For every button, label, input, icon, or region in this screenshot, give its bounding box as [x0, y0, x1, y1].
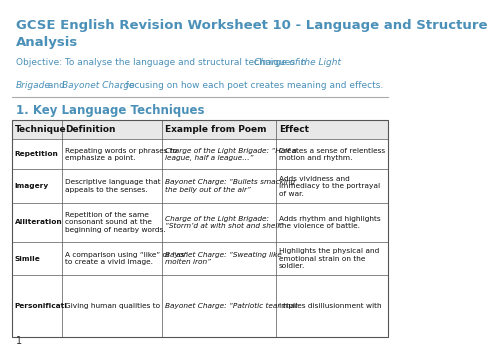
Text: Adds rhythm and highlights
the violence of battle.: Adds rhythm and highlights the violence …: [279, 216, 381, 229]
Text: Charge of the Light: Charge of the Light: [254, 58, 342, 67]
Text: Effect: Effect: [279, 125, 309, 134]
Text: Implies disillusionment with: Implies disillusionment with: [279, 303, 382, 309]
Text: Giving human qualities to: Giving human qualities to: [65, 303, 160, 309]
Text: Personificati: Personificati: [15, 303, 68, 309]
Text: Alliteration: Alliteration: [15, 220, 62, 225]
Text: Repetition of the same
consonant sound at the
beginning of nearby words.: Repetition of the same consonant sound a…: [65, 212, 166, 233]
Text: Charge of the Light Brigade:
“Storm’d at with shot and shell”: Charge of the Light Brigade: “Storm’d at…: [165, 216, 284, 229]
Text: Bayonet Charge: “Bullets smacking
the belly out of the air”: Bayonet Charge: “Bullets smacking the be…: [165, 179, 295, 193]
Text: Creates a sense of relentless
motion and rhythm.: Creates a sense of relentless motion and…: [279, 148, 386, 161]
Text: Definition: Definition: [65, 125, 116, 134]
Text: Bayonet Charge: “Patriotic tear that: Bayonet Charge: “Patriotic tear that: [165, 303, 298, 309]
Text: Highlights the physical and
emotional strain on the
soldier.: Highlights the physical and emotional st…: [279, 248, 380, 269]
Text: 1: 1: [16, 336, 22, 346]
Text: Technique: Technique: [15, 125, 66, 134]
Bar: [12, 120, 388, 337]
Text: Brigade: Brigade: [16, 81, 51, 90]
Text: Descriptive language that
appeals to the senses.: Descriptive language that appeals to the…: [65, 179, 160, 193]
Text: Simile: Simile: [15, 256, 40, 262]
Text: Bayonet Charge: Bayonet Charge: [62, 81, 134, 90]
Text: A comparison using “like” or “as”
to create a vivid image.: A comparison using “like” or “as” to cre…: [65, 252, 188, 265]
Text: 1. Key Language Techniques: 1. Key Language Techniques: [16, 104, 204, 117]
Text: Example from Poem: Example from Poem: [165, 125, 266, 134]
Text: GCSE English Revision Worksheet 10 - Language and Structure
Analysis: GCSE English Revision Worksheet 10 - Lan…: [16, 19, 488, 49]
Text: Adds vividness and
immediacy to the portrayal
of war.: Adds vividness and immediacy to the port…: [279, 176, 380, 197]
Text: Charge of the Light Brigade: “Half a
league, half a league…”: Charge of the Light Brigade: “Half a lea…: [165, 148, 297, 161]
Text: Imagery: Imagery: [15, 183, 49, 189]
Text: and: and: [45, 81, 68, 90]
Text: Bayonet Charge: “Sweating like
molten iron”: Bayonet Charge: “Sweating like molten ir…: [165, 252, 282, 265]
Text: Repetition: Repetition: [15, 151, 59, 157]
Text: , focusing on how each poet creates meaning and effects.: , focusing on how each poet creates mean…: [120, 81, 384, 90]
Bar: [12, 120, 388, 139]
Text: Repeating words or phrases to
emphasize a point.: Repeating words or phrases to emphasize …: [65, 148, 177, 161]
Text: Objective: To analyse the language and structural techniques in: Objective: To analyse the language and s…: [16, 58, 309, 67]
